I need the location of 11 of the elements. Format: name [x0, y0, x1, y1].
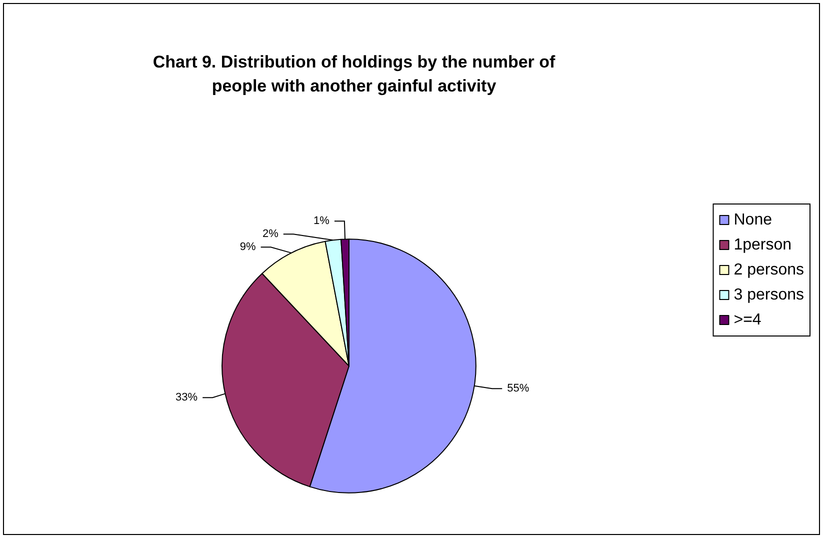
- data-label: 1%: [314, 215, 330, 228]
- legend-label: 2 persons: [734, 262, 804, 278]
- legend-label: 1person: [734, 236, 792, 254]
- chart-title: Chart 9. Distribution of holdings by the number of people with another gainful activity: [152, 52, 556, 96]
- data-label: 33%: [176, 392, 198, 404]
- data-label: 2%: [262, 228, 279, 240]
- data-label: 9%: [240, 241, 256, 254]
- legend-label: None: [734, 212, 772, 228]
- legend-label: 3 persons: [734, 286, 804, 304]
- data-label: 55%: [507, 382, 530, 395]
- legend-label: >=4: [734, 312, 762, 328]
